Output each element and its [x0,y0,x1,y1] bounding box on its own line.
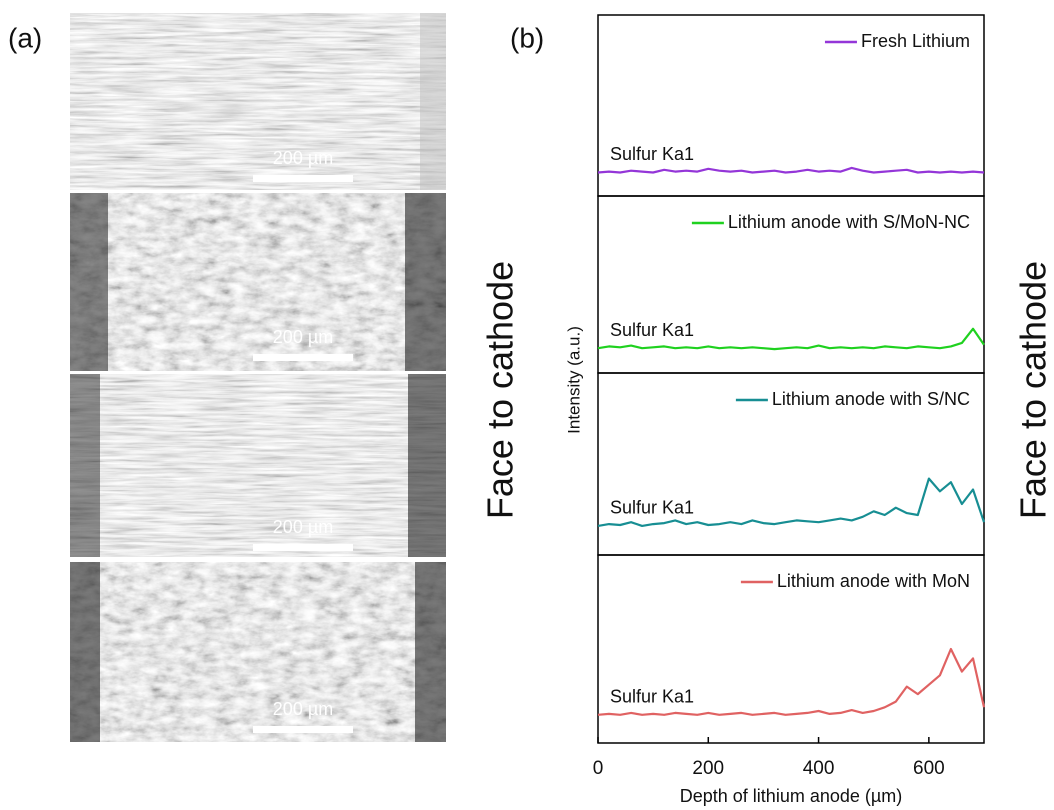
scale-bar [253,175,353,182]
annotation: Sulfur Ka1 [610,687,694,707]
side-label: Face to cathode [480,261,521,519]
series-line [598,168,984,173]
sem-edge [70,374,100,557]
sem-edge [408,374,446,557]
scale-bar [253,354,353,361]
legend-label: Lithium anode with MoN [777,571,970,591]
annotation: Sulfur Ka1 [610,498,694,518]
sem-image [70,374,446,557]
sem-image [70,13,446,190]
annotation: Sulfur Ka1 [610,144,694,164]
scale-bar [253,544,353,551]
sem-edge [415,562,446,742]
x-tick-label: 400 [803,758,835,779]
legend-label: Fresh Lithium [861,31,970,51]
annotation: Sulfur Ka1 [610,320,694,340]
legend-label: Lithium anode with S/MoN-NC [728,212,970,232]
side-label: Face to cathode [1013,261,1054,519]
scale-bar-label: 200 µm [273,148,333,168]
sem-images [70,13,446,742]
scale-bar [253,726,353,733]
sem-image [70,193,446,371]
sem-edge [405,193,446,371]
legend-label: Lithium anode with S/NC [772,389,970,409]
scale-bar-label: 200 µm [273,327,333,347]
x-tick-label: 0 [593,758,604,779]
scale-bar-label: 200 µm [273,699,333,719]
sem-edge [70,193,108,371]
sem-edge [420,13,446,190]
x-tick-label: 200 [692,758,724,779]
scale-bar-label: 200 µm [273,517,333,537]
figure: (a) (b) Face to cathode Face to cathode … [0,0,1054,810]
x-tick-label: 600 [913,758,945,779]
panel-label: (b) [510,22,544,53]
sem-edge [70,562,100,742]
panel-label: (a) [8,22,42,53]
sem-image [70,562,446,742]
y-axis-label: Intensity (a.u.) [564,326,583,434]
x-axis-label: Depth of lithium anode (µm) [680,786,902,806]
